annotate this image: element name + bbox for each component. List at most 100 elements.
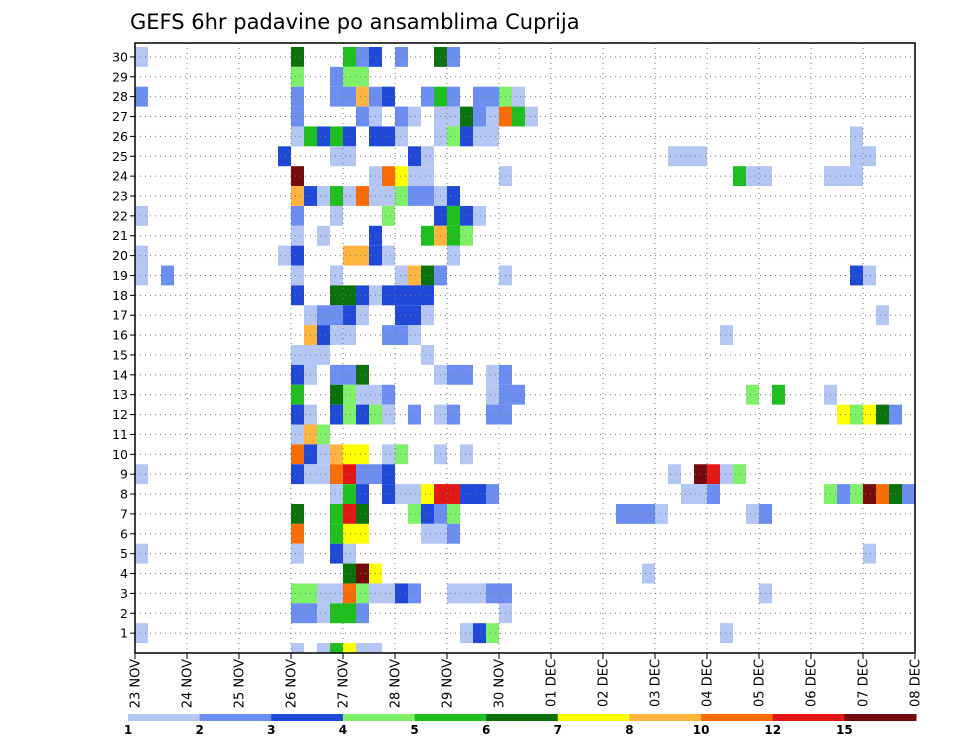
data-cell (837, 484, 850, 504)
data-cell (135, 46, 148, 67)
data-cell (356, 444, 369, 465)
x-tick-label: 23 NOV (129, 659, 144, 708)
y-tick-label: 9 (120, 467, 128, 482)
data-cell (772, 384, 785, 405)
data-cell (408, 484, 421, 504)
data-cell (291, 66, 304, 87)
data-cell (421, 285, 434, 306)
data-cell (863, 146, 876, 167)
data-cell (291, 86, 304, 107)
data-cell (317, 444, 330, 465)
colorbar-swatch (844, 714, 917, 721)
y-tick-label: 24 (112, 169, 128, 184)
data-cell (330, 444, 343, 465)
data-cell (343, 186, 356, 206)
colorbar-swatch (557, 714, 630, 721)
data-cell (356, 503, 369, 524)
colorbar-swatch (701, 714, 774, 721)
data-cell (668, 464, 681, 485)
data-cell (486, 126, 499, 147)
data-cell (460, 444, 473, 465)
data-cell (382, 205, 395, 226)
data-cell (330, 285, 343, 306)
data-cell (291, 503, 304, 524)
y-tick-label: 1 (120, 626, 128, 641)
data-cell (356, 186, 369, 206)
colorbar-swatch (629, 714, 702, 721)
data-cell (343, 603, 356, 624)
data-cell (382, 464, 395, 485)
data-cell (278, 146, 291, 167)
data-cell (863, 265, 876, 286)
x-tick-label: 25 NOV (233, 659, 248, 708)
y-tick-label: 13 (112, 387, 128, 402)
y-tick-label: 6 (120, 526, 128, 541)
colorbar-label: 15 (836, 723, 853, 737)
data-cell (330, 523, 343, 544)
data-cell (317, 424, 330, 445)
data-cell (395, 305, 408, 326)
data-cell (733, 464, 746, 485)
data-cell (343, 404, 356, 425)
data-cell (291, 106, 304, 127)
data-cell (317, 345, 330, 365)
data-cell (317, 305, 330, 326)
y-tick-label: 10 (112, 447, 128, 462)
y-tick-label: 28 (112, 89, 128, 104)
data-cell (395, 484, 408, 504)
data-cell (291, 265, 304, 286)
data-cell (135, 205, 148, 226)
y-tick-label: 30 (112, 49, 128, 64)
colorbar-label: 1 (124, 723, 132, 737)
y-tick-label: 29 (112, 69, 128, 84)
plot-frame (134, 42, 916, 654)
data-cell (512, 384, 525, 405)
x-tick-label: 28 NOV (389, 659, 404, 708)
data-cell (512, 106, 525, 127)
x-tick-label: 04 DEC (701, 659, 716, 707)
data-cell (447, 225, 460, 246)
y-tick-label: 19 (112, 268, 128, 283)
colorbar-label: 4 (339, 723, 347, 737)
y-tick-label: 3 (120, 586, 128, 601)
data-cell (291, 205, 304, 226)
data-cell (135, 543, 148, 564)
data-cell (356, 464, 369, 485)
y-tick-label: 22 (112, 208, 128, 223)
data-cells (135, 46, 915, 653)
data-cell (330, 86, 343, 107)
data-cell (512, 86, 525, 107)
data-cell (460, 583, 473, 604)
data-cell (343, 563, 356, 584)
data-cell (369, 643, 382, 653)
colorbar-label: 8 (625, 723, 633, 737)
data-cell (408, 404, 421, 425)
data-cell (343, 66, 356, 87)
data-cell (382, 86, 395, 107)
data-cell (135, 464, 148, 485)
data-cell (135, 245, 148, 266)
y-tick-label: 20 (112, 248, 128, 263)
data-cell (421, 503, 434, 524)
data-cell (460, 364, 473, 385)
data-cell (135, 623, 148, 644)
data-cell (382, 126, 395, 147)
data-cell (616, 503, 629, 524)
x-tick-label: 02 DEC (597, 659, 612, 707)
data-cell (395, 166, 408, 187)
data-cell (642, 563, 655, 584)
y-tick-label: 11 (112, 427, 128, 442)
y-tick-label: 7 (120, 506, 128, 521)
data-cell (447, 46, 460, 67)
data-cell (330, 464, 343, 485)
x-tick-label: 27 NOV (337, 659, 352, 708)
data-cell (863, 484, 876, 504)
data-cell (447, 106, 460, 127)
data-cell (421, 345, 434, 365)
data-cell (382, 166, 395, 187)
data-cell (291, 285, 304, 306)
data-cell (876, 404, 889, 425)
data-cell (395, 444, 408, 465)
data-cell (317, 603, 330, 624)
data-cell (681, 484, 694, 504)
